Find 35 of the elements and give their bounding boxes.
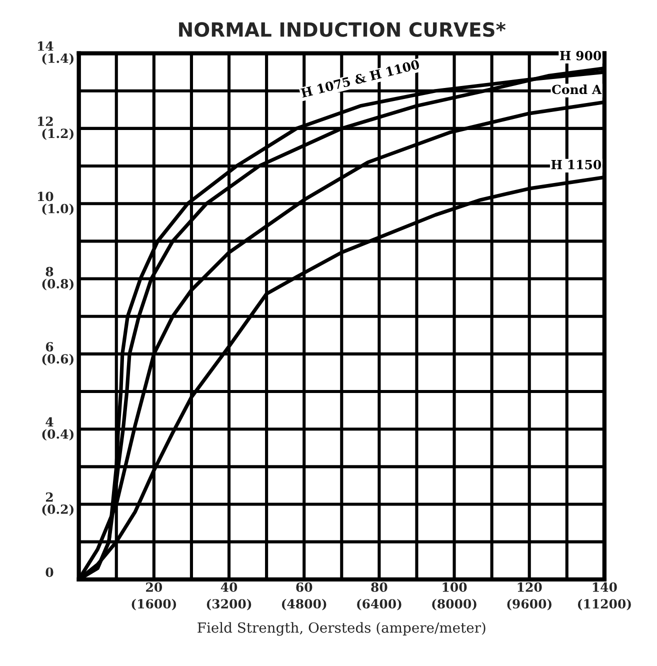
- x2-tick-label: (1600): [132, 598, 176, 610]
- y-tick-label: 0: [46, 568, 54, 577]
- x-tick-label: 40: [220, 582, 238, 592]
- y2-tick-label: (1.4): [42, 53, 74, 65]
- y2-tick-label: (0.4): [42, 429, 74, 441]
- y-tick-label: 12: [38, 116, 53, 126]
- y-tick-label: 8: [46, 266, 54, 276]
- x2-tick-label: (11200): [578, 598, 631, 610]
- chart-title: NORMAL INDUCTION CURVES*: [179, 22, 506, 37]
- x2-tick-label: (4800): [282, 598, 326, 610]
- x-tick-label: 100: [442, 582, 467, 592]
- y2-tick-label: (1.2): [42, 128, 74, 140]
- y2-tick-label: (1.0): [42, 204, 74, 216]
- x2-tick-label: (3200): [206, 598, 252, 610]
- x2-tick-label: (9600): [507, 598, 552, 610]
- y-tick-label: 10: [38, 192, 54, 202]
- y2-tick-label: (0.2): [42, 504, 74, 516]
- y-tick-label: 14: [38, 41, 54, 51]
- y-tick-label: 2: [46, 492, 53, 502]
- x-tick-label: 80: [371, 582, 388, 592]
- y-tick-label: 4: [46, 417, 54, 426]
- y-tick-label: 6: [46, 342, 54, 352]
- x-tick-label: 60: [296, 582, 312, 592]
- y2-tick-label: (0.8): [42, 278, 74, 290]
- series-label: Cond A: [552, 84, 602, 94]
- series-label: H 900: [560, 50, 602, 60]
- x2-tick-label: (8000): [432, 598, 476, 610]
- x-tick-label: 140: [592, 582, 617, 592]
- x-axis-title: Field Strength, Oersteds (ampere/meter): [198, 622, 486, 636]
- x-tick-label: 20: [146, 582, 162, 592]
- series-label: H 1150: [551, 160, 602, 170]
- y2-tick-label: (0.6): [42, 354, 74, 366]
- text: H 1075 & H 1100: [300, 59, 420, 98]
- x-tick-label: 120: [518, 582, 542, 592]
- x2-tick-label: (6400): [357, 598, 402, 610]
